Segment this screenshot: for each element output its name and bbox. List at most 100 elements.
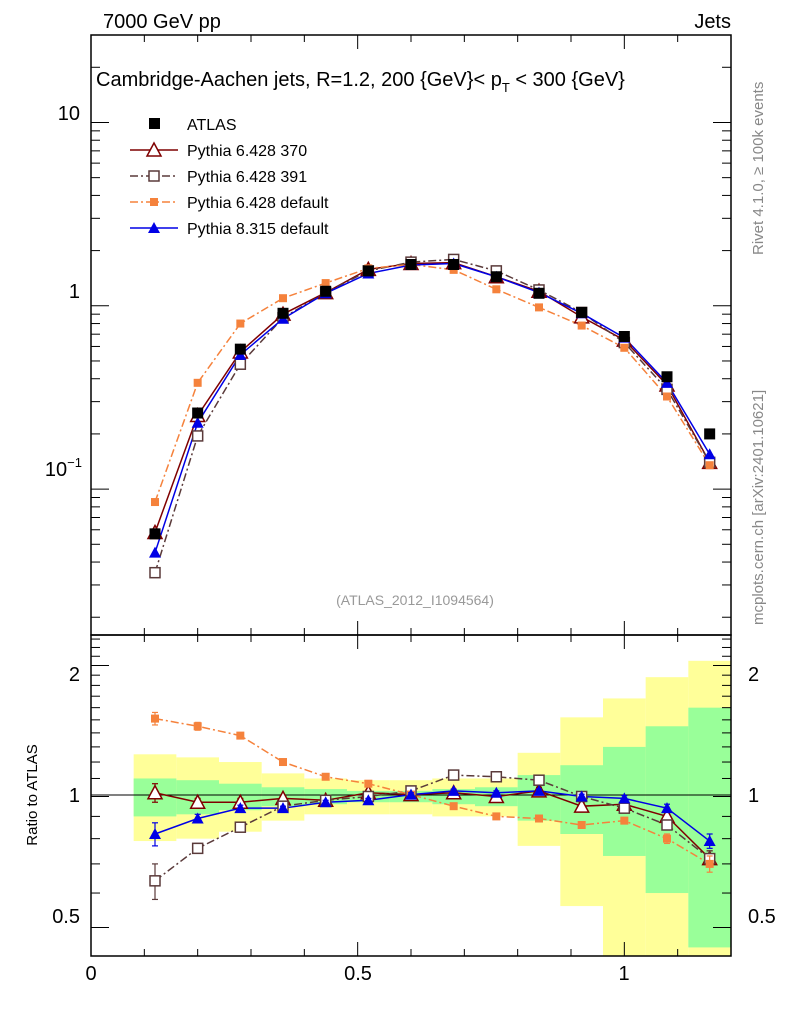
main-line-pythia8-default — [154, 262, 711, 553]
atlas-data-point — [149, 528, 161, 540]
legend-item-atlas: ATLAS — [149, 117, 237, 134]
main-point-pythia8-default — [149, 546, 161, 558]
ratio-point-pythia6-default — [492, 812, 501, 821]
ratio-point-pythia6-391 — [661, 819, 673, 831]
ratio-ylabel: Ratio to ATLAS — [24, 744, 41, 845]
ratio-point-pythia6-default — [449, 802, 458, 811]
main-point-pythia6-default — [236, 319, 245, 328]
ratio-point-pythia6-default — [236, 731, 245, 740]
legend-item-pythia6-391: Pythia 6.428 391 — [130, 169, 307, 186]
legend-label-pythia6-370: Pythia 6.428 370 — [187, 143, 307, 160]
ratio-point-pythia6-391 — [447, 769, 460, 781]
ratio-point-pythia8-default — [234, 802, 247, 814]
main-line-pythia6-370 — [154, 261, 711, 533]
ratio-ytick-label-2: 2 — [69, 664, 80, 686]
energy-label: 7000 GeV pp — [103, 11, 221, 33]
main-point-pythia6-default — [321, 279, 330, 288]
main-line-pythia6-default — [154, 263, 711, 503]
main-point-pythia6-default — [577, 321, 586, 330]
atlas-data-point — [576, 306, 588, 318]
ratio-line-pythia6-default — [154, 717, 711, 865]
legend-item-pythia8-default: Pythia 8.315 default — [130, 221, 329, 238]
legend-label-pythia6-391: Pythia 6.428 391 — [187, 169, 307, 186]
xtick-label-1: 1 — [618, 963, 629, 985]
main-axis-ticks — [90, 34, 732, 635]
ratio-ytick-label-1-right: 1 — [748, 785, 759, 807]
atlas-data-point — [362, 265, 374, 277]
atlas-data-point — [704, 428, 716, 440]
legend-marker-pythia6-370 — [145, 141, 163, 157]
ratio-point-pythia8-default — [703, 835, 716, 847]
main-panel: Cambridge-Aachen jets, R=1.2, 200 {GeV}<… — [45, 34, 732, 636]
atlas-data-point — [490, 271, 502, 283]
main-series-group — [146, 253, 718, 579]
rivet-label: Rivet 4.1.0, ≥ 100k events — [750, 82, 767, 255]
ratio-point-pythia8-default — [575, 790, 588, 802]
legend-item-pythia6-default: Pythia 6.428 default — [130, 195, 329, 212]
ratio-point-pythia8-default — [149, 827, 161, 839]
mcplots-label: mcplots.cern.ch [arXiv:2401.10621] — [750, 390, 767, 625]
legend-marker-pythia8-default — [148, 222, 160, 233]
atlas-data-point — [448, 258, 460, 270]
ratio-line-pythia6-391 — [154, 774, 711, 882]
ratio-point-pythia6-391 — [191, 842, 204, 855]
green-band-bin — [688, 707, 731, 948]
analysis-id: (ATLAS_2012_I1094564) — [336, 592, 494, 608]
main-point-pythia6-391 — [234, 358, 247, 370]
ratio-point-pythia6-default — [620, 816, 629, 825]
main-point-pythia6-default — [193, 378, 202, 387]
main-line-pythia6-391 — [154, 258, 711, 573]
main-point-pythia6-default — [151, 498, 159, 507]
main-point-pythia6-391 — [191, 430, 204, 442]
atlas-data-point — [234, 343, 246, 355]
ratio-ytick-label-1: 1 — [69, 785, 80, 807]
legend-label-pythia8-default: Pythia 8.315 default — [187, 221, 329, 238]
ratio-point-pythia8-default — [661, 802, 673, 814]
ratio-point-pythia8-default — [405, 788, 417, 800]
ratio-point-pythia6-default — [364, 779, 373, 788]
main-point-pythia6-391 — [149, 566, 161, 579]
ratio-point-pythia6-391 — [533, 774, 545, 786]
legend-label-atlas: ATLAS — [187, 117, 237, 134]
ratio-point-pythia6-391 — [490, 771, 503, 783]
main-point-pythia8-default — [703, 448, 716, 460]
main-point-pythia6-default — [492, 285, 501, 294]
ratio-point-pythia8-default — [277, 802, 289, 814]
ratio-point-pythia8-default — [618, 792, 631, 804]
legend-marker-pythia6-391 — [148, 170, 160, 182]
ratio-point-pythia6-391 — [149, 875, 161, 887]
ratio-point-pythia8-default — [447, 784, 460, 796]
ratio-point-pythia6-default — [663, 834, 671, 843]
atlas-data-point — [277, 307, 289, 319]
main-point-pythia6-default — [279, 294, 287, 303]
process-label: Jets — [694, 11, 731, 33]
ratio-point-pythia8-default — [191, 812, 204, 824]
ratio-ytick-label-2-right: 2 — [748, 664, 759, 686]
ratio-point-pythia6-default — [151, 714, 159, 723]
ratio-point-pythia8-default — [533, 784, 545, 796]
ratio-point-pythia6-370 — [146, 784, 164, 800]
ratio-panel: 2 1 0.5 2 1 0.5 Ratio to ATLAS 0 0.5 1 — [24, 634, 776, 985]
atlas-data-point — [618, 330, 630, 342]
atlas-data-point — [405, 258, 417, 270]
ratio-axis-ticks — [90, 635, 732, 956]
main-ytick-label-10: 10 — [58, 103, 80, 125]
ratio-point-pythia6-default — [705, 859, 714, 868]
ratio-series-group — [146, 711, 718, 901]
atlas-data-point — [320, 285, 332, 297]
ratio-point-pythia6-default — [193, 722, 202, 731]
main-ytick-label-0p1: 10−1 — [45, 455, 82, 481]
chart-title: Cambridge-Aachen jets, R=1.2, 200 {GeV}<… — [96, 69, 625, 95]
main-ytick-label-1: 1 — [69, 281, 80, 303]
main-point-pythia6-default — [705, 461, 714, 470]
ratio-point-pythia6-370 — [189, 793, 206, 809]
ratio-ytick-label-0p5-right: 0.5 — [748, 906, 776, 928]
legend: ATLAS Pythia 6.428 370 Pythia 6.428 391 … — [130, 117, 329, 238]
main-point-pythia6-default — [535, 303, 543, 312]
ratio-point-pythia6-391 — [618, 802, 631, 814]
ratio-point-pythia6-default — [279, 758, 287, 767]
ratio-line-pythia6-370 — [154, 790, 711, 860]
ratio-point-pythia6-391 — [234, 821, 247, 833]
ratio-point-pythia8-default — [490, 786, 503, 798]
